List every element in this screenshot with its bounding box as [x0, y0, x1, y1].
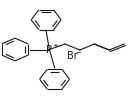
Text: +: + — [52, 43, 58, 49]
Text: −: − — [76, 50, 82, 56]
Text: Br: Br — [67, 51, 77, 61]
Text: P: P — [46, 44, 52, 55]
